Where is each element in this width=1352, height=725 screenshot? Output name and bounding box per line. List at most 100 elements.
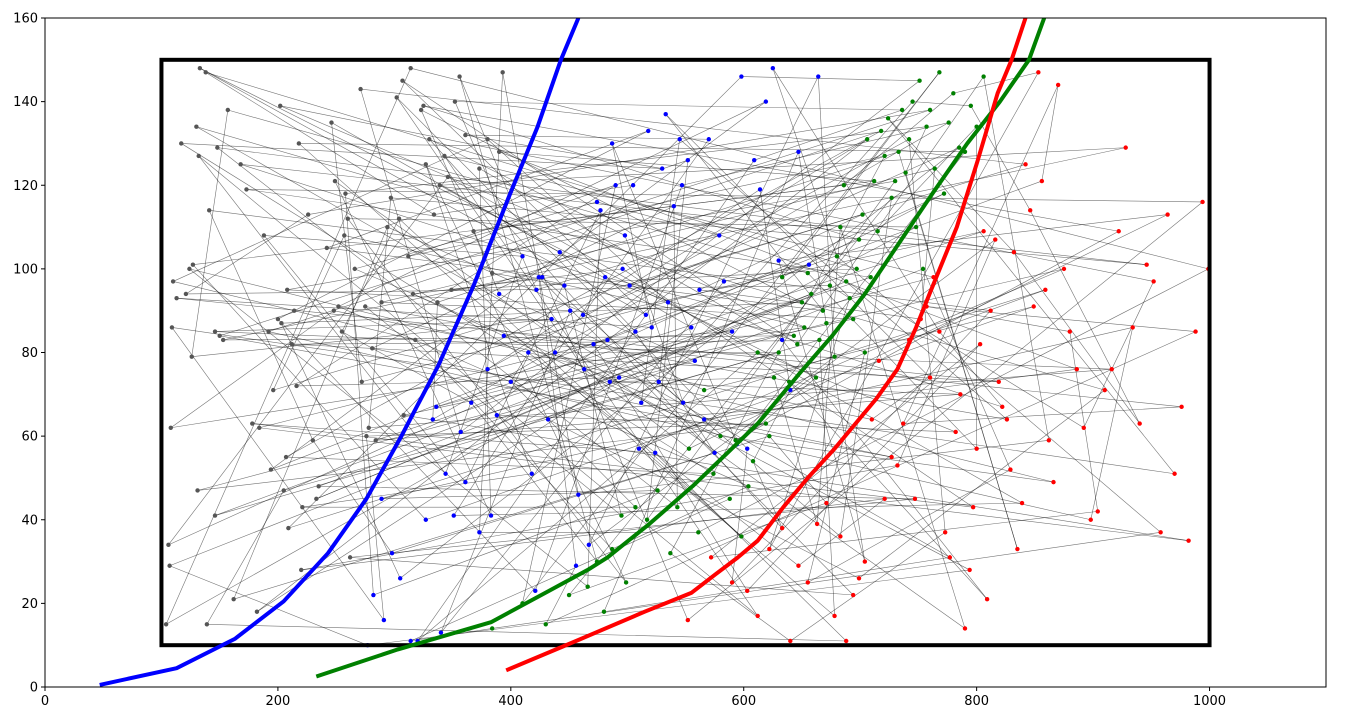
- trajectory-segment: [612, 486, 749, 550]
- scatter-point: [189, 354, 194, 359]
- scatter-point: [585, 584, 590, 589]
- scatter-point: [296, 141, 302, 146]
- scatter-point: [844, 279, 849, 284]
- scatter-point: [864, 137, 870, 142]
- scatter-point: [471, 229, 476, 234]
- scatter-point: [305, 212, 311, 217]
- trajectory-segment: [334, 180, 966, 629]
- scatter-point: [343, 191, 348, 196]
- trajectory-segment: [797, 76, 984, 345]
- scatter-point: [701, 417, 707, 422]
- trajectory-segment: [345, 126, 927, 194]
- trajectory-segment: [607, 331, 733, 341]
- trajectory-segment: [197, 322, 827, 491]
- trajectory-segment: [390, 197, 1147, 265]
- scatter-point: [860, 212, 865, 217]
- trajectory-segment: [350, 498, 915, 558]
- scatter-point: [364, 433, 369, 439]
- scatter-point: [1081, 425, 1086, 430]
- trajectory-segment: [759, 189, 790, 382]
- trajectory-segment: [807, 469, 1011, 583]
- scatter-point: [373, 438, 378, 443]
- scatter-point: [776, 258, 781, 263]
- trajectory-segment: [301, 498, 885, 571]
- trajectory-segment: [826, 268, 1065, 324]
- scatter-point: [622, 233, 628, 238]
- scatter-point: [1055, 82, 1061, 88]
- trajectory-segment: [752, 461, 783, 529]
- scatter-point: [1095, 509, 1100, 514]
- trajectory-segment: [699, 214, 863, 291]
- scatter-point: [791, 333, 797, 338]
- scatter-point: [396, 216, 402, 221]
- scatter-point: [727, 496, 732, 502]
- trajectory-segment: [878, 230, 1119, 362]
- trajectory-segment: [635, 331, 715, 454]
- trajectory-segment: [214, 293, 812, 516]
- scatter-point: [942, 530, 948, 535]
- scatter-point: [665, 300, 671, 305]
- boundary-curve: [505, 18, 1028, 673]
- scatter-point: [268, 467, 274, 472]
- scatter-point: [1130, 325, 1135, 330]
- scatter-point: [488, 513, 494, 518]
- scatter-point: [231, 596, 236, 602]
- trajectory-segment: [171, 327, 1175, 475]
- trajectory-segment: [836, 256, 1161, 533]
- scatter-point: [545, 417, 551, 422]
- scatter-point: [1151, 279, 1156, 284]
- scatter-point: [533, 588, 538, 594]
- scatter-point: [250, 421, 255, 426]
- scatter-point: [1000, 404, 1005, 410]
- scatter-point: [494, 413, 500, 418]
- scatter-point: [607, 379, 613, 384]
- scatter-point: [850, 316, 856, 322]
- scatter-point: [431, 212, 437, 217]
- scatter-point: [721, 279, 727, 284]
- scatter-point: [796, 149, 801, 154]
- scatter-point: [977, 341, 983, 347]
- trajectory-lines: [165, 67, 1209, 646]
- trajectory-segment: [772, 68, 838, 257]
- scatter-point: [671, 203, 677, 209]
- scatter-point: [458, 429, 463, 435]
- scatter-point: [163, 622, 169, 627]
- scatter-point: [613, 183, 618, 188]
- scatter-point: [496, 149, 502, 154]
- trajectory-segment: [436, 230, 984, 408]
- trajectory-segment: [983, 76, 1050, 441]
- scatter-point: [195, 488, 200, 493]
- scatter-point: [809, 291, 814, 297]
- trajectory-segment: [361, 264, 810, 383]
- trajectory-segment: [217, 147, 878, 232]
- scatter-point: [586, 542, 592, 548]
- scatter-point: [543, 622, 548, 627]
- scatter-point: [324, 245, 330, 251]
- scatter-point: [371, 592, 376, 598]
- scatter-point: [204, 622, 210, 627]
- trajectory-segment: [189, 268, 588, 587]
- trajectory-segment: [453, 277, 606, 516]
- scatter-point: [706, 137, 711, 142]
- scatter-point: [616, 375, 622, 380]
- scatter-point: [967, 567, 972, 573]
- scatter-point: [331, 308, 337, 313]
- x-tick-label: 0: [41, 694, 49, 709]
- trajectory-segment: [408, 159, 688, 257]
- trajectory-segment: [840, 197, 892, 537]
- scatter-point: [920, 266, 926, 272]
- scatter-point: [388, 195, 394, 200]
- trajectory-segment: [196, 126, 1105, 391]
- scatter-point: [779, 525, 785, 531]
- trajectory-segment: [487, 189, 761, 370]
- scatter-point: [912, 496, 918, 502]
- trajectory-segment: [445, 256, 523, 474]
- trajectory-segment: [185, 285, 830, 295]
- scatter-point: [601, 609, 607, 614]
- scatter-point: [463, 479, 468, 485]
- trajectory-segment: [819, 339, 835, 616]
- scatter-point: [286, 525, 291, 531]
- trajectory-segment: [534, 185, 683, 591]
- trajectory-segment: [465, 134, 709, 140]
- scatter-point: [196, 153, 201, 159]
